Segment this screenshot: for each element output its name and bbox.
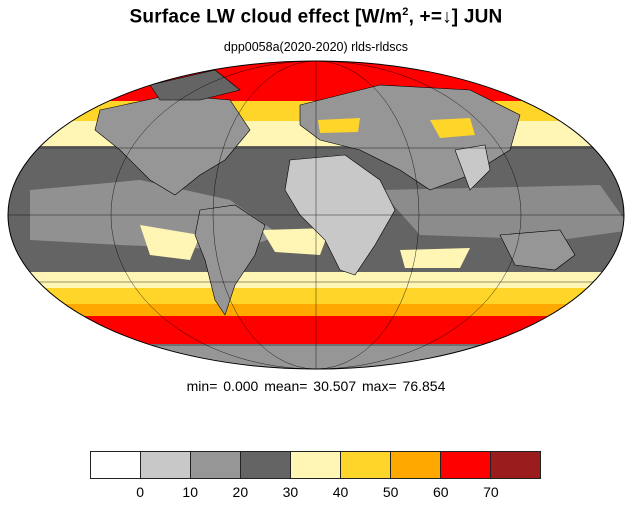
colorbar-ticks: 0 10 20 30 40 50 60 70: [0, 484, 632, 502]
colorbar-tick-label: 40: [332, 484, 349, 500]
colorbar-swatch: [191, 452, 241, 478]
patch-europe: [318, 118, 360, 133]
land-australia: [499, 229, 576, 271]
colorbar-swatch: [391, 452, 441, 478]
colorbar-swatch: [291, 452, 341, 478]
ocean-patch-se-atlantic: [262, 228, 330, 255]
land-antarctica: [119, 344, 522, 369]
colorbar-tick-label: 10: [182, 484, 199, 500]
colorbar-swatch: [491, 452, 540, 478]
land-north-america: [94, 94, 251, 196]
colorbar-swatch: [141, 452, 191, 478]
ocean-patch-se-pacific: [140, 225, 200, 260]
title-superscript: 2: [402, 6, 409, 18]
colorbar-tick-label: 60: [432, 484, 449, 500]
land-greenland-arctic: [149, 69, 241, 101]
colorbar-tick-label: 50: [382, 484, 399, 500]
max-label: max=: [362, 378, 397, 394]
colorbar-swatch: [241, 452, 291, 478]
colorbar-tick-label: 20: [232, 484, 249, 500]
colorbar-tick-label: 70: [483, 484, 499, 500]
colorbar-swatch: [441, 452, 491, 478]
map-outline: [7, 60, 625, 370]
ocean-patch-indian-south: [400, 248, 470, 268]
colorbar-tick-label: 30: [282, 484, 299, 500]
colorbar-swatch: [341, 452, 391, 478]
colorbar-swatch: [91, 452, 141, 478]
stats-line: min= 0.000 mean= 30.507 max= 76.854: [0, 378, 632, 394]
min-label: min=: [186, 378, 218, 394]
mean-label: mean=: [264, 378, 308, 394]
ocean-patch-indian: [380, 185, 624, 240]
map-subtitle: dpp0058a(2020-2020) rlds-rldscs: [223, 40, 409, 54]
patch-siberia: [430, 118, 475, 138]
colorbar: [90, 451, 541, 479]
mean-value: 30.507: [313, 378, 357, 394]
land-tibet: [454, 144, 491, 191]
map-title: Surface LW cloud effect [W/m2, +=↓] JUN: [0, 6, 632, 28]
colorbar-tick-label: 0: [136, 484, 145, 500]
max-value: 76.854: [402, 378, 446, 394]
title-text: Surface LW cloud effect [W/m: [129, 6, 403, 28]
title-suffix: , +=↓] JUN: [408, 6, 503, 28]
min-value: 0.000: [223, 378, 259, 394]
